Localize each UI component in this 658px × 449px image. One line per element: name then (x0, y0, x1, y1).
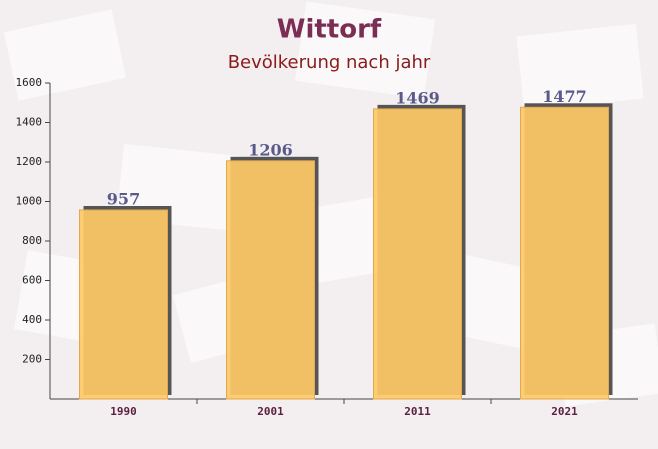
y-tick-label: 1400 (16, 116, 43, 129)
x-tick-label: 2011 (404, 405, 431, 418)
bar (79, 209, 168, 400)
chart-title: Wittorf (277, 15, 382, 45)
bar (226, 160, 315, 400)
x-tick-label: 1990 (110, 405, 137, 418)
y-tick-label: 600 (22, 274, 42, 287)
value-label: 1469 (395, 88, 440, 107)
x-tick-label: 2021 (551, 405, 578, 418)
x-tick-label: 2001 (257, 405, 284, 418)
bar (520, 106, 609, 400)
y-tick-label: 1600 (16, 76, 43, 89)
y-tick-label: 1200 (16, 155, 43, 168)
y-tick-label: 200 (22, 353, 42, 366)
y-tick-label: 400 (22, 313, 42, 326)
value-label: 957 (107, 189, 140, 208)
y-tick-label: 800 (22, 234, 42, 247)
value-label: 1477 (542, 87, 587, 106)
bar (373, 108, 462, 400)
value-label: 1206 (248, 140, 293, 159)
chart-subtitle: Bevölkerung nach jahr (228, 52, 431, 73)
y-tick-label: 1000 (16, 195, 43, 208)
